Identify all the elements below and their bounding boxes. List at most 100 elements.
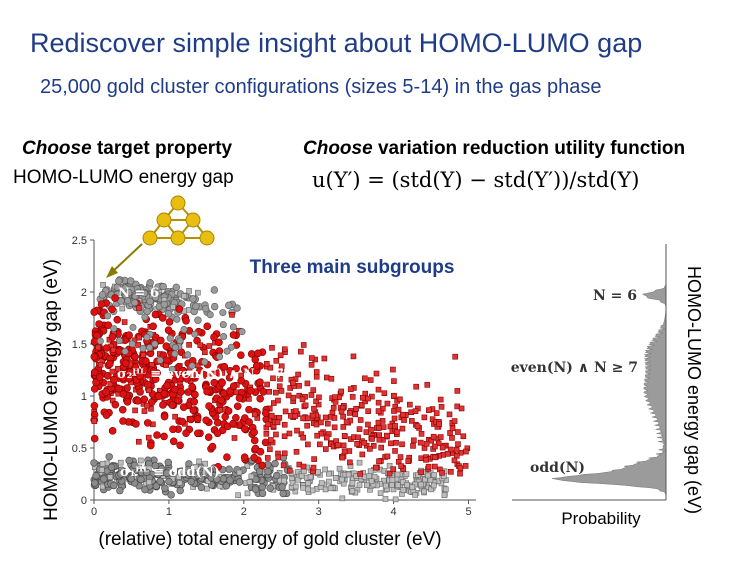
scatter-point-even <box>274 419 281 426</box>
scatter-point-odd <box>167 491 175 499</box>
scatter-point-even <box>393 429 400 435</box>
scatter-point-even <box>278 388 285 394</box>
scatter-point-even <box>119 417 127 425</box>
scatter-point-even <box>149 322 157 331</box>
scatter-point-even <box>267 364 274 371</box>
scatter-point-even <box>339 454 346 461</box>
scatter-point-even <box>90 352 99 361</box>
scatter-point-even <box>97 300 106 308</box>
scatter-point-odd <box>251 485 260 493</box>
scatter-point-odd <box>91 479 99 487</box>
scatter-point-n6 <box>216 353 224 361</box>
scatter-point-odd <box>400 487 407 493</box>
scatter-point-odd <box>192 464 199 470</box>
scatter-point-n6 <box>219 321 227 329</box>
scatter-point-even <box>380 424 387 430</box>
scatter-point-n6 <box>201 304 210 313</box>
scatter-point-odd <box>164 458 172 467</box>
scatter-point-even <box>143 419 152 427</box>
scatter-point-even <box>146 441 155 450</box>
scatter-point-n6 <box>220 333 228 341</box>
scatter-point-even <box>140 352 147 358</box>
scatter-point-odd <box>394 471 401 478</box>
scatter-point-odd <box>349 488 356 494</box>
scatter-point-even <box>232 364 240 373</box>
scatter-point-even <box>188 383 196 391</box>
scatter-point-even <box>108 333 117 341</box>
scatter-point-odd <box>244 490 251 497</box>
scatter-point-even <box>376 458 382 465</box>
scatter-point-even <box>353 405 359 412</box>
scatter-point-n6 <box>171 343 179 351</box>
scatter-point-even <box>395 406 402 413</box>
scatter-point-even <box>215 338 223 347</box>
scatter-point-odd <box>151 461 160 470</box>
scatter-point-odd <box>161 484 169 492</box>
scatter-point-even <box>321 355 328 362</box>
scatter-point-even <box>375 425 382 431</box>
scatter-point-n6 <box>140 289 149 298</box>
scatter-point-even <box>437 396 444 403</box>
scatter-point-even <box>190 397 199 406</box>
scatter-point-even <box>324 374 330 381</box>
scatter-point-even <box>172 413 178 420</box>
scatter-point-even <box>365 408 371 414</box>
scatter-point-even <box>460 433 467 440</box>
scatter-point-even <box>286 467 293 474</box>
scatter-point-even <box>92 378 100 387</box>
scatter-point-odd <box>272 471 281 480</box>
scatter-point-odd <box>165 477 173 486</box>
scatter-point-even <box>276 383 283 390</box>
scatter-point-even <box>250 428 258 437</box>
scatter-point-odd <box>202 460 208 467</box>
scatter-point-odd <box>201 468 209 477</box>
scatter-point-odd <box>235 478 244 486</box>
scatter-point-even <box>455 441 461 447</box>
scatter-point-odd <box>332 475 339 481</box>
scatter-point-even <box>149 367 158 376</box>
scatter-point-even <box>328 375 335 382</box>
scatter-point-even <box>91 418 98 424</box>
scatter-point-even <box>410 443 416 449</box>
scatter-point-odd <box>430 482 437 489</box>
scatter-point-odd <box>141 485 149 494</box>
scatter-point-even <box>190 372 199 380</box>
scatter-point-even <box>277 376 283 382</box>
scatter-point-even <box>367 377 374 383</box>
scatter-point-odd <box>176 480 183 486</box>
scatter-point-even <box>376 436 383 443</box>
scatter-point-even <box>175 305 184 313</box>
scatter-point-even <box>179 367 187 375</box>
scatter-point-even <box>311 405 317 412</box>
scatter-point-even <box>361 439 368 446</box>
scatter-point-even <box>383 432 390 439</box>
scatter-point-even <box>384 400 391 407</box>
scatter-point-even <box>245 418 253 426</box>
scatter-point-even <box>318 419 324 426</box>
scatter-point-odd <box>246 479 253 485</box>
scatter-point-odd <box>137 457 144 464</box>
scatter-point-even <box>144 402 150 409</box>
scatter-point-even <box>241 425 249 433</box>
scatter-point-even <box>314 432 320 439</box>
scatter-point-even <box>203 387 211 396</box>
scatter-point-even <box>246 386 255 395</box>
scatter-point-even <box>300 415 306 422</box>
scatter-point-even <box>365 421 371 428</box>
scatter-point-odd <box>107 463 116 472</box>
scatter-point-even <box>368 426 374 433</box>
scatter-point-even <box>111 400 120 409</box>
scatter-point-odd <box>356 459 363 466</box>
scatter-point-even <box>453 446 460 453</box>
scatter-point-odd <box>236 469 243 476</box>
scatter-point-even <box>424 382 431 388</box>
scatter-point-even <box>340 424 347 430</box>
scatter-point-odd <box>327 485 334 492</box>
scatter-point-even <box>261 409 270 417</box>
scatter-point-even <box>338 388 345 395</box>
scatter-point-n6 <box>172 283 180 292</box>
x-tick-label: 4 <box>391 506 397 518</box>
scatter-point-even <box>259 387 268 396</box>
scatter-point-even <box>457 465 464 472</box>
scatter-point-n6 <box>219 309 227 317</box>
